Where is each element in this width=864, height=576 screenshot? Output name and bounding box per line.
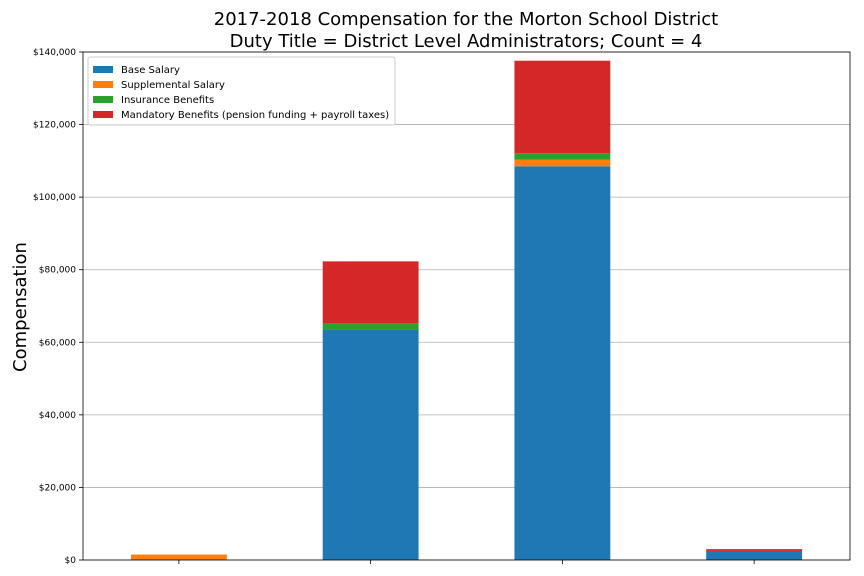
legend: Base Salary Supplemental Salary Insurance … [87,56,396,126]
bar-segment [130,554,227,560]
bar-segment [322,323,419,330]
legend-label: Base Salary [121,65,180,76]
bar-segment [322,329,419,560]
bar-segment [514,166,611,561]
bar-segment [322,261,419,324]
bar-segment [706,549,803,551]
legend-label: Supplemental Salary [121,80,225,91]
y-tick-label: $40,000 [39,411,76,421]
bars [130,60,803,561]
legend-swatch [93,66,113,73]
y-tick-label: $0 [65,556,77,566]
bar-segment [514,60,611,154]
y-tick-label: $100,000 [33,193,76,203]
y-axis-label: Compensation [10,242,31,372]
legend-label: Mandatory Benefits (pension funding + pa… [121,110,389,121]
y-tick-label: $20,000 [39,483,76,493]
y-tick-label: $80,000 [39,266,76,276]
plot-frame [82,51,851,561]
bar-segment [514,159,611,167]
bar-segment [706,550,803,560]
chart-subtitle: Duty Title = District Level Administrato… [230,31,703,52]
y-tick-label: $120,000 [33,121,76,131]
chart-title: 2017-2018 Compensation for the Morton Sc… [214,9,718,30]
legend-swatch [93,111,113,118]
legend-box [87,56,396,126]
gridlines [83,51,850,561]
legend-swatch [93,96,113,103]
legend-swatch [93,81,113,88]
y-tick-label: $140,000 [33,48,76,58]
legend-label: Insurance Benefits [121,95,214,106]
bar-segment [514,153,611,160]
y-tick-label: $60,000 [39,338,76,348]
axes: $0 $20,000 $40,000 $60,000 $80,000 $100,000 $1… [33,48,851,566]
